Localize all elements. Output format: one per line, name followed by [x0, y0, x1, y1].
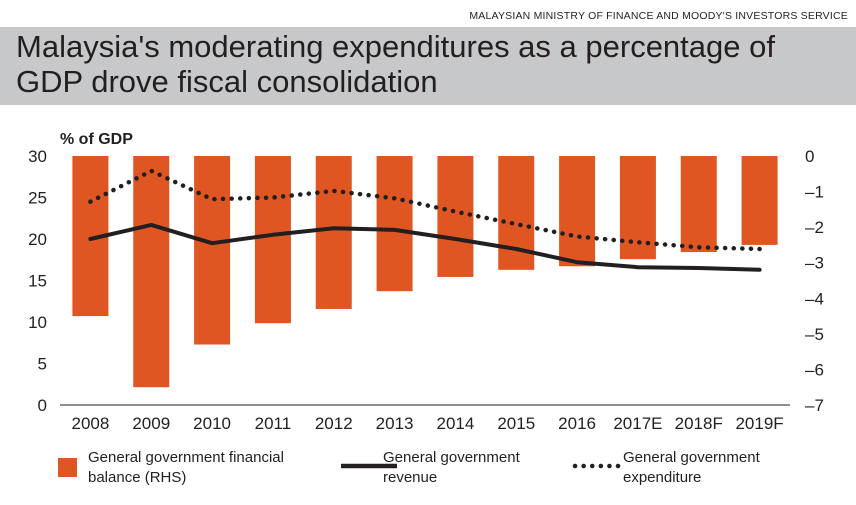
- bar-balance-2011: [254, 156, 291, 324]
- y-axis-label: % of GDP: [60, 131, 133, 148]
- left-tick-label: 25: [28, 189, 47, 208]
- bar-balance-2014: [437, 156, 474, 277]
- bar-balance-2018F: [680, 156, 717, 253]
- legend: General government financial balance (RH…: [0, 446, 856, 496]
- line-expenditure: [88, 168, 762, 252]
- x-tick-label: 2013: [376, 414, 414, 433]
- legend-swatch-solid-line: [341, 463, 397, 469]
- bar-balance-2013: [376, 156, 413, 292]
- legend-swatch-bar: [58, 458, 77, 477]
- left-tick-label: 30: [28, 147, 47, 166]
- left-tick-label: 5: [38, 355, 47, 374]
- right-tick-label: –5: [805, 325, 824, 344]
- legend-label-expenditure: General government expenditure: [623, 449, 760, 486]
- left-tick-label: 15: [28, 272, 47, 291]
- bar-balance-2010: [194, 156, 231, 345]
- bar-balance-2019F: [741, 156, 778, 245]
- left-tick-label: 20: [28, 230, 47, 249]
- x-tick-label: 2017E: [613, 414, 662, 433]
- chart-title: Malaysia's moderating expenditures as a …: [16, 29, 775, 99]
- source-note: MALAYSIAN MINISTRY OF FINANCE AND MOODY'…: [469, 10, 848, 22]
- x-tick-label: 2008: [72, 414, 110, 433]
- x-tick-label: 2014: [437, 414, 475, 433]
- legend-label-balance: General government financial balance (RH…: [88, 449, 284, 486]
- x-tick-label: 2011: [255, 414, 292, 433]
- chart: % of GDP 0 5 10 15 20 25 30 0 –1 –2 –3 –4 –5 –6 –7 2008 2…: [28, 131, 824, 433]
- right-tick-label: 0: [805, 147, 814, 166]
- bar-balance-2009: [133, 156, 170, 388]
- x-tick-label: 2019F: [735, 414, 783, 433]
- right-tick-label: –4: [805, 289, 824, 308]
- x-tick-label: 2012: [315, 414, 353, 433]
- x-tick-label: 2015: [497, 414, 535, 433]
- legend-swatch-dotted-line: [572, 463, 623, 469]
- left-tick-label: 0: [38, 396, 47, 415]
- right-tick-label: –2: [805, 218, 824, 237]
- x-tick-label: 2009: [132, 414, 170, 433]
- x-tick-label: 2010: [193, 414, 231, 433]
- legend-label-revenue: General government revenue: [383, 449, 520, 486]
- right-tick-label: –7: [805, 396, 824, 415]
- right-tick-label: –3: [805, 254, 824, 273]
- title-band: Malaysia's moderating expenditures as a …: [0, 27, 856, 105]
- x-tick-label: 2018F: [675, 414, 723, 433]
- x-tick-label: 2016: [558, 414, 596, 433]
- bar-balance-2016: [559, 156, 596, 267]
- left-tick-label: 10: [28, 313, 47, 332]
- bar-balance-2012: [315, 156, 352, 309]
- right-tick-label: –6: [805, 360, 824, 379]
- right-tick-label: –1: [805, 183, 824, 202]
- line-revenue: [88, 222, 762, 272]
